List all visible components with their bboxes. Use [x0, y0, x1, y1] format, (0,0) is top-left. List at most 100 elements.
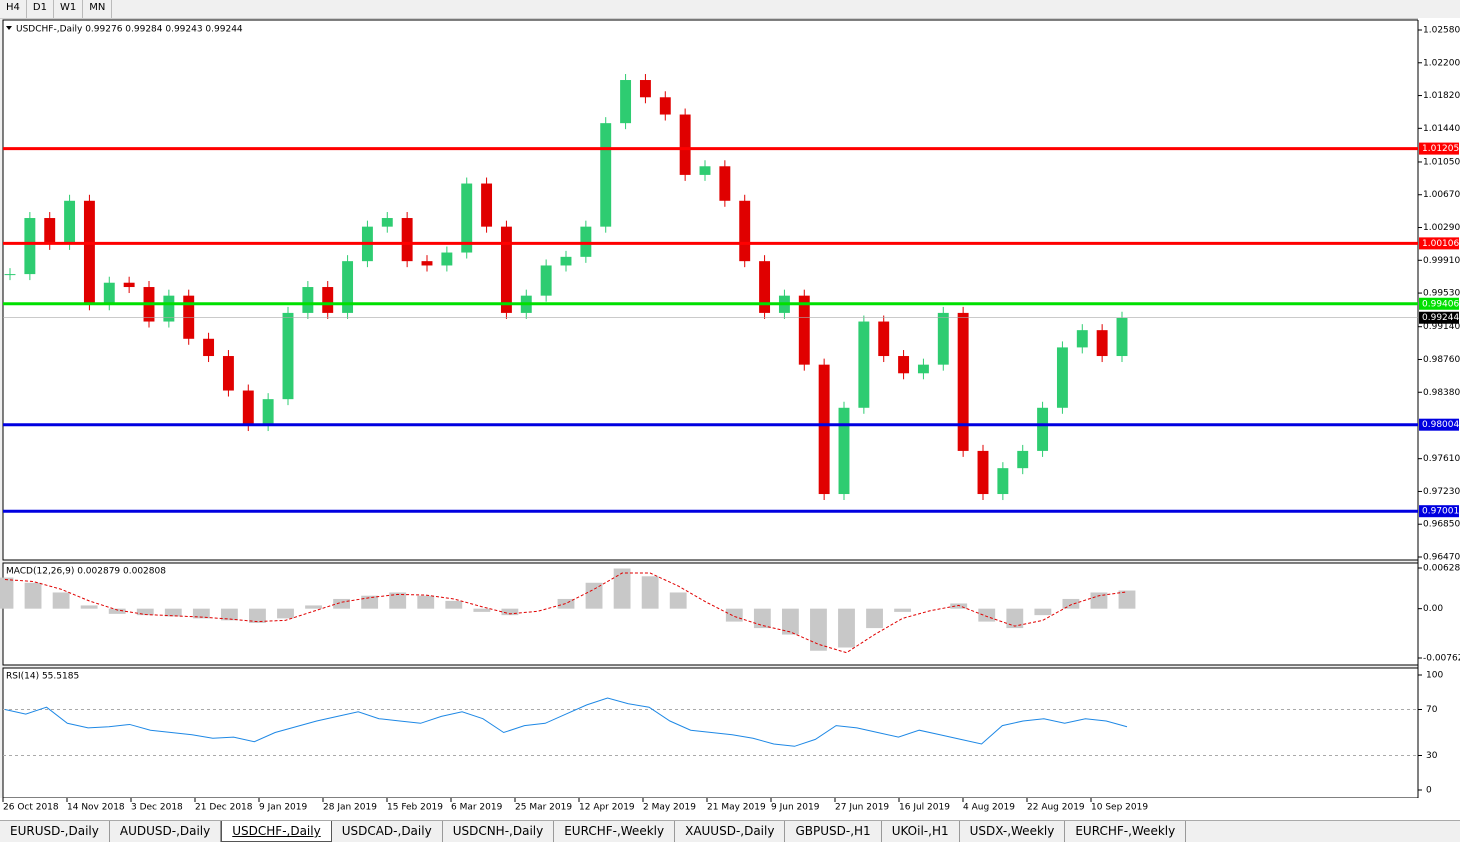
- y-tick-label: 1.00670: [1423, 190, 1460, 200]
- y-tick-label: 1.01820: [1423, 91, 1460, 101]
- macd-bar: [24, 582, 42, 609]
- candle-body: [699, 166, 711, 175]
- panel: [2, 562, 1419, 666]
- timeframe-button[interactable]: D1: [27, 0, 54, 18]
- candle-body: [1056, 347, 1068, 408]
- y-tick-label: 0.99910: [1423, 256, 1460, 266]
- date-label: 9 Jan 2019: [259, 803, 307, 813]
- y-tick-label: 0.00: [1423, 604, 1443, 614]
- chart-tabs: EURUSD-,Daily AUDUSD-,Daily USDCHF-,Daily U…: [0, 820, 1460, 842]
- macd-bar: [894, 608, 912, 612]
- level-tag: [1419, 418, 1459, 431]
- y-tick-label: 70: [1426, 705, 1438, 715]
- timeframe-button[interactable]: H4: [0, 0, 27, 18]
- candle-body: [719, 166, 731, 201]
- y-tick-label: 0.98380: [1423, 388, 1460, 398]
- candle-body: [83, 200, 95, 305]
- chart-header: USDCHF-,Daily 0.99276 0.99284 0.99243 0.…: [16, 25, 243, 35]
- macd-bar: [220, 608, 238, 621]
- timeframe-button[interactable]: MN: [83, 0, 113, 18]
- candle-body: [977, 450, 989, 495]
- macd-bar: [978, 608, 996, 622]
- candle-body: [163, 295, 175, 322]
- macd-signal: [4, 572, 1128, 654]
- candle-body: [1037, 407, 1049, 451]
- timeframe-toolbar: H4 D1 W1 MN: [0, 0, 1460, 19]
- date-label: 16 Jul 2019: [899, 803, 950, 813]
- candle-body: [540, 265, 552, 296]
- candle-body: [302, 287, 314, 313]
- candle-body: [24, 218, 36, 275]
- macd-bar: [669, 592, 687, 609]
- candle-body: [421, 261, 433, 266]
- level-label: 1.00106: [1422, 239, 1459, 249]
- candle-body: [441, 252, 453, 266]
- candle-body: [957, 312, 969, 451]
- macd-bar: [810, 608, 827, 651]
- candle-body: [461, 183, 473, 253]
- level-label: 0.97001: [1422, 507, 1459, 517]
- timeframe-button[interactable]: W1: [54, 0, 84, 18]
- macd-bar: [1034, 608, 1052, 616]
- chart-tab[interactable]: EURCHF-,Weekly: [1065, 821, 1187, 842]
- panel: [2, 19, 1419, 561]
- candle-body: [1017, 450, 1029, 469]
- level-label: 0.98004: [1422, 420, 1459, 430]
- date-label: 21 May 2019: [707, 803, 766, 813]
- candle-body: [1096, 330, 1108, 357]
- chart-tab[interactable]: USDCHF-,Daily: [221, 821, 332, 842]
- y-tick-label: 0.99140: [1423, 322, 1460, 332]
- chart-tab[interactable]: UKOil-,H1: [882, 821, 960, 842]
- y-tick-label: 1.01050: [1423, 157, 1460, 167]
- chart-tab[interactable]: XAUUSD-,Daily: [675, 821, 786, 842]
- candle-body: [500, 226, 512, 313]
- date-label: 6 Mar 2019: [451, 803, 503, 813]
- date-label: 10 Sep 2019: [1091, 803, 1148, 813]
- chart-tab[interactable]: EURCHF-,Weekly: [554, 821, 676, 842]
- date-label: 12 Apr 2019: [579, 803, 635, 813]
- macd-bar: [277, 608, 294, 619]
- level-label: 1.01205: [1422, 144, 1459, 154]
- chart-tab[interactable]: USDX-,Weekly: [960, 821, 1066, 842]
- rsi-title: RSI(14) 55.5185: [6, 672, 79, 682]
- macd-bar: [753, 608, 771, 629]
- macd-bar: [1090, 592, 1108, 609]
- chart-tab[interactable]: USDCNH-,Daily: [443, 821, 555, 842]
- chart-tab[interactable]: USDCAD-,Daily: [332, 821, 443, 842]
- level-label: 0.99406: [1422, 299, 1459, 309]
- macd-bar: [641, 576, 659, 609]
- candle-body: [381, 218, 393, 227]
- candle-body: [838, 407, 850, 495]
- candle-body: [878, 321, 890, 357]
- candle-body: [342, 261, 354, 313]
- current-price-tag: [1419, 311, 1459, 324]
- y-tick-label: 1.02580: [1423, 26, 1460, 36]
- y-tick-label: 0.00628: [1423, 564, 1460, 574]
- candle-body: [997, 468, 1009, 495]
- level-tag: [1419, 237, 1459, 250]
- candle-body: [44, 218, 56, 244]
- date-label: 25 Mar 2019: [515, 803, 572, 813]
- candle-body: [739, 200, 751, 262]
- macd-bar: [192, 608, 210, 619]
- y-tick-label: 0.97230: [1423, 487, 1460, 497]
- current-price-label: 0.99244: [1422, 313, 1459, 323]
- candle-body: [937, 312, 949, 365]
- macd-bar: [725, 608, 743, 622]
- candle-body: [262, 399, 274, 426]
- macd-title: MACD(12,26,9) 0.002879 0.002808: [6, 567, 166, 577]
- y-tick-label: 0: [1426, 786, 1432, 796]
- chart-tab[interactable]: GBPUSD-,H1: [785, 821, 882, 842]
- macd-bar: [950, 603, 968, 609]
- chart-tab[interactable]: AUDUSD-,Daily: [110, 821, 222, 842]
- y-tick-label: 30: [1426, 751, 1438, 761]
- candle-body: [858, 321, 870, 408]
- chart-tab[interactable]: EURUSD-,Daily: [0, 821, 110, 842]
- candle-body: [242, 390, 254, 426]
- macd-bar: [473, 608, 491, 612]
- y-tick-label: 1.02200: [1423, 58, 1460, 68]
- date-label: 3 Dec 2018: [131, 803, 183, 813]
- macd-bar: [1118, 590, 1136, 609]
- candle-body: [4, 274, 16, 276]
